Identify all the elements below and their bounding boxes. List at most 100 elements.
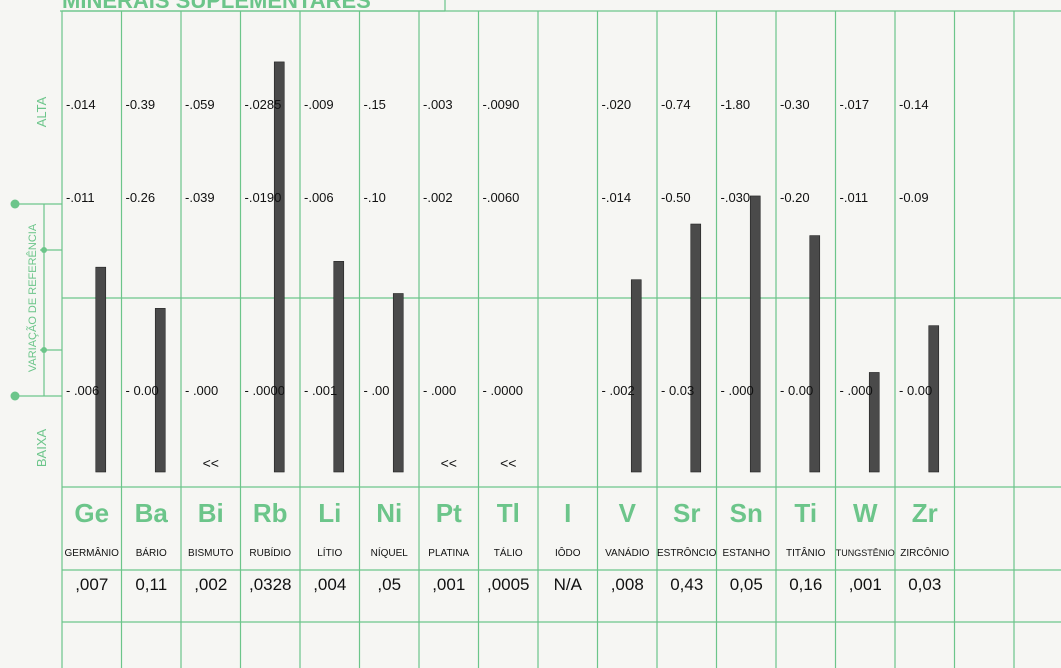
bar-ge: [95, 266, 107, 473]
chart-title: MINERAIS SUPLEMENTARES: [62, 0, 371, 13]
symbol-w: W: [853, 498, 878, 528]
chart-grid: [61, 10, 1061, 668]
baixa-label-ge: - .006: [66, 383, 99, 398]
symbol-ti: Ti: [794, 498, 817, 528]
ref-label-sr: -0.50: [661, 190, 691, 205]
name-li: LÍTIO: [317, 546, 342, 559]
alta-label-li: -.009: [304, 97, 334, 112]
ref-label-bi: -.039: [185, 190, 215, 205]
below-range-marker-tl: <<: [500, 455, 516, 471]
alta-label-bi: -.059: [185, 97, 215, 112]
bar-li: [333, 261, 345, 473]
name-sn: ESTANHO: [722, 548, 770, 559]
bar-rb: [273, 61, 285, 473]
value-v: ,008: [611, 575, 644, 594]
chart-labels: -.014 -.011 - .006 Ge GERMÂNIO ,007 -0.39 -0.26…: [65, 97, 950, 594]
baixa-label-ti: - 0.00: [780, 383, 813, 398]
alta-label-ge: -.014: [66, 97, 96, 112]
baixa-label-v: - .002: [602, 383, 635, 398]
bar-sn: [749, 195, 761, 473]
symbol-sn: Sn: [730, 498, 763, 528]
symbol-li: Li: [318, 498, 341, 528]
ref-label-li: -.006: [304, 190, 334, 205]
alta-label-v: -.020: [602, 97, 632, 112]
axis-label-high: ALTA: [34, 96, 49, 127]
axis-label-reference: VARIAÇÃO DE REFERÊNCIA: [26, 223, 39, 372]
name-v: VANÁDIO: [605, 546, 649, 559]
name-w: TUNGSTÊNIO: [836, 548, 895, 558]
alta-label-sr: -0.74: [661, 97, 691, 112]
value-tl: ,0005: [487, 575, 530, 594]
symbol-pt: Pt: [436, 498, 462, 528]
value-bi: ,002: [194, 575, 227, 594]
alta-label-pt: -.003: [423, 97, 453, 112]
baixa-label-rb: - .0000: [245, 383, 285, 398]
value-zr: 0,03: [908, 575, 941, 594]
symbol-rb: Rb: [253, 498, 288, 528]
value-pt: ,001: [432, 575, 465, 594]
symbol-ge: Ge: [74, 498, 109, 528]
name-tl: TÁLIO: [494, 546, 523, 559]
value-li: ,004: [313, 575, 346, 594]
below-range-marker-bi: <<: [203, 455, 219, 471]
baixa-label-sn: - .000: [721, 383, 754, 398]
name-ge: GERMÂNIO: [65, 546, 120, 559]
reference-bracket: [10, 199, 62, 401]
symbol-sr: Sr: [673, 498, 700, 528]
symbol-ni: Ni: [376, 498, 402, 528]
alta-label-sn: -1.80: [721, 97, 751, 112]
symbol-v: V: [619, 498, 637, 528]
ref-label-ni: -.10: [364, 190, 386, 205]
value-ba: 0,11: [135, 575, 167, 594]
name-ti: TITÂNIO: [786, 546, 826, 559]
chart-bars: [95, 61, 940, 473]
ref-label-v: -.014: [602, 190, 632, 205]
value-i: N/A: [554, 575, 583, 594]
bar-ti: [809, 235, 821, 473]
ref-label-sn: -.030: [721, 190, 751, 205]
symbol-zr: Zr: [912, 498, 938, 528]
name-ni: NÍQUEL: [371, 546, 409, 559]
value-ge: ,007: [75, 575, 108, 594]
name-pt: PLATINA: [428, 548, 469, 559]
name-i: IÔDO: [555, 546, 581, 559]
alta-label-w: -.017: [840, 97, 870, 112]
value-rb: ,0328: [249, 575, 292, 594]
symbol-i: I: [564, 498, 571, 528]
ref-label-tl: -.0060: [483, 190, 520, 205]
alta-label-rb: -.0285: [245, 97, 282, 112]
bar-ba: [154, 308, 166, 473]
alta-label-tl: -.0090: [483, 97, 520, 112]
value-w: ,001: [849, 575, 882, 594]
baixa-label-ba: - 0.00: [126, 383, 159, 398]
alta-label-zr: -0.14: [899, 97, 929, 112]
bar-v: [630, 279, 642, 473]
ref-label-pt: -.002: [423, 190, 453, 205]
ref-label-ge: -.011: [66, 190, 95, 205]
baixa-label-pt: - .000: [423, 383, 456, 398]
value-ti: 0,16: [789, 575, 822, 594]
ref-label-zr: -0.09: [899, 190, 929, 205]
baixa-label-zr: - 0.00: [899, 383, 932, 398]
baixa-label-sr: - 0.03: [661, 383, 694, 398]
value-sn: 0,05: [730, 575, 763, 594]
value-sr: 0,43: [670, 575, 703, 594]
baixa-label-ni: - .00: [364, 383, 390, 398]
bar-w: [868, 372, 880, 473]
axis-label-low: BAIXA: [34, 429, 49, 468]
name-sr: ESTRÔNCIO: [657, 546, 717, 559]
alta-label-ni: -.15: [364, 97, 386, 112]
bar-sr: [690, 223, 702, 473]
bar-zr: [928, 325, 940, 473]
ref-label-ti: -0.20: [780, 190, 810, 205]
baixa-label-li: - .001: [304, 383, 337, 398]
symbol-ba: Ba: [135, 498, 169, 528]
name-ba: BÁRIO: [136, 546, 167, 559]
below-range-marker-pt: <<: [441, 455, 457, 471]
alta-label-ba: -0.39: [126, 97, 156, 112]
symbol-bi: Bi: [198, 498, 224, 528]
alta-label-ti: -0.30: [780, 97, 810, 112]
ref-label-rb: -.0190: [245, 190, 282, 205]
bar-ni: [392, 293, 404, 473]
